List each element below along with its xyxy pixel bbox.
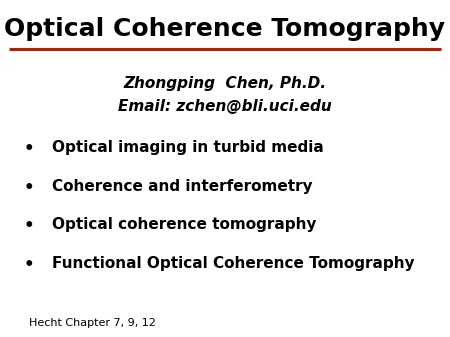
Text: Email: zchen@bli.uci.edu: Email: zchen@bli.uci.edu (118, 99, 332, 115)
Text: Zhongping  Chen, Ph.D.: Zhongping Chen, Ph.D. (123, 76, 327, 91)
Text: Optical Coherence Tomography: Optical Coherence Tomography (4, 17, 446, 41)
Text: •: • (24, 179, 35, 196)
Text: Optical imaging in turbid media: Optical imaging in turbid media (52, 140, 324, 155)
Text: Functional Optical Coherence Tomography: Functional Optical Coherence Tomography (52, 256, 414, 271)
Text: •: • (24, 256, 35, 274)
Text: Coherence and interferometry: Coherence and interferometry (52, 179, 312, 194)
Text: Hecht Chapter 7, 9, 12: Hecht Chapter 7, 9, 12 (29, 318, 156, 329)
Text: Optical coherence tomography: Optical coherence tomography (52, 217, 316, 233)
Text: •: • (24, 140, 35, 158)
Text: •: • (24, 217, 35, 235)
